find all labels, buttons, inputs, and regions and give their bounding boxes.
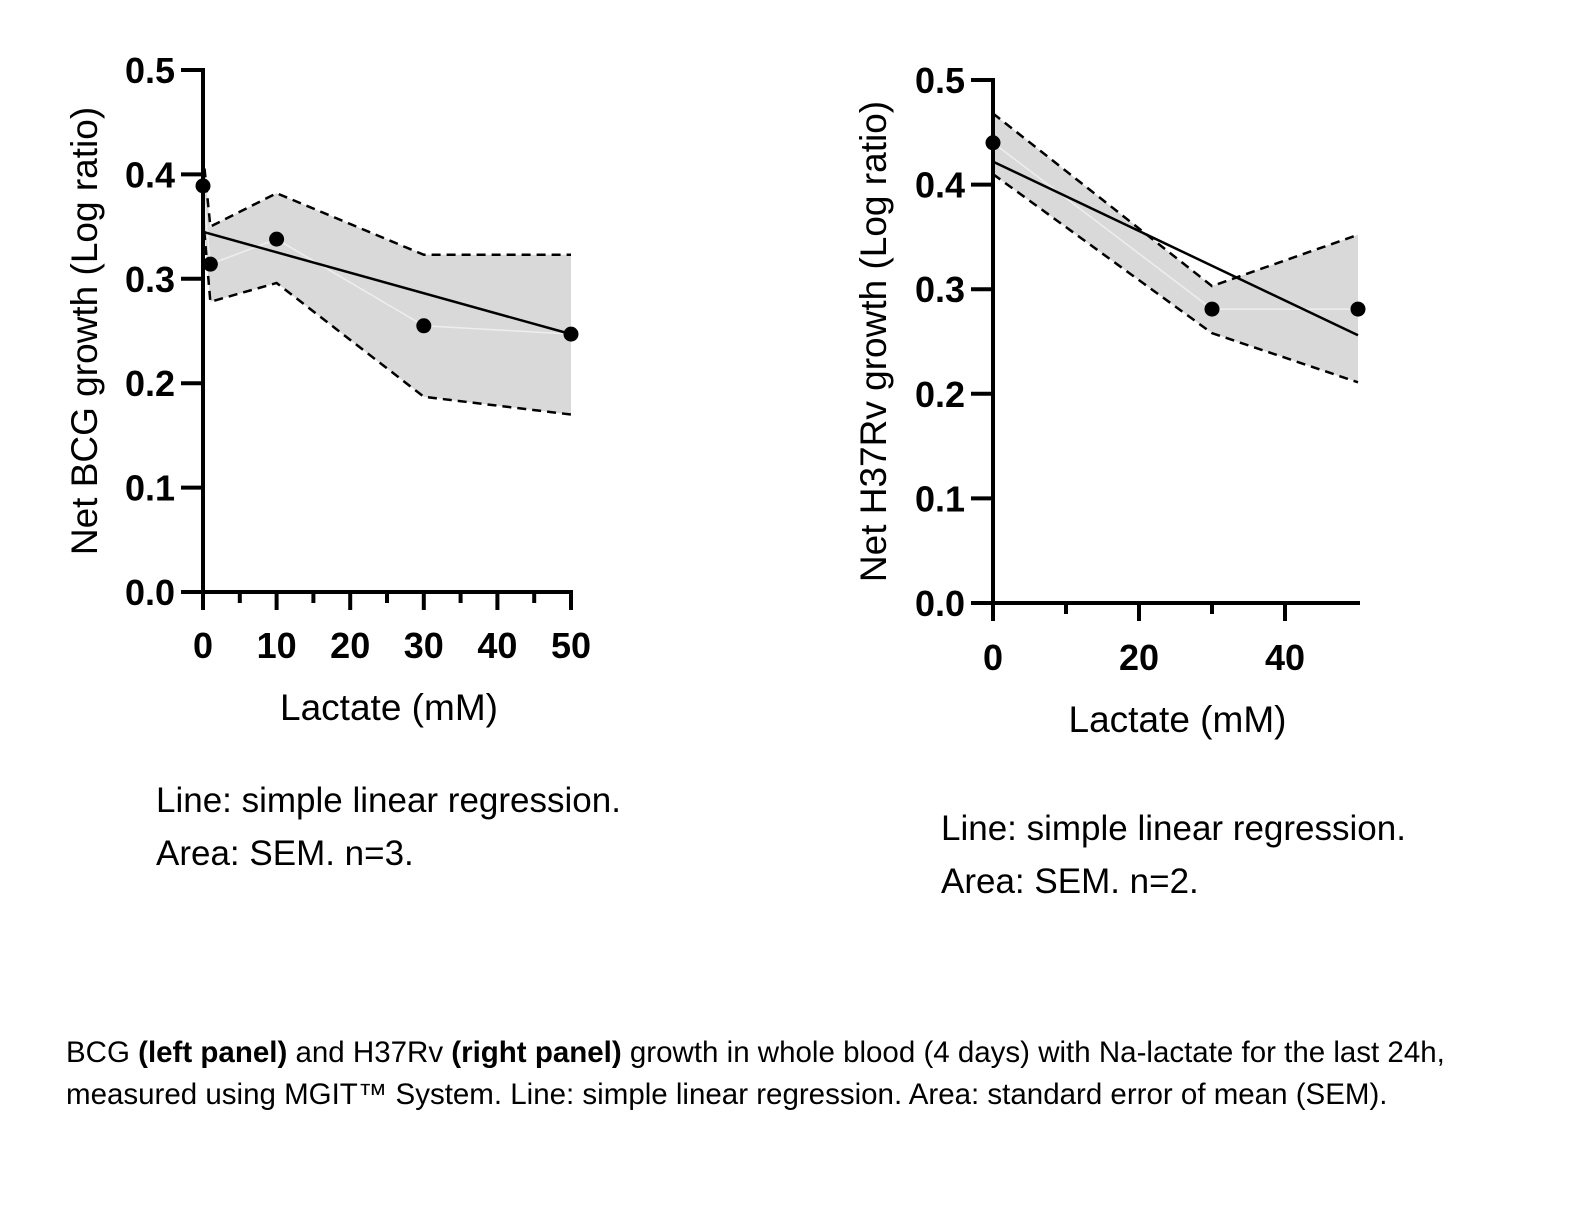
left-panel-chart: 0.0 0.1 0.2 0.3 0.4 0.5 0 10 20 30 40 50 Lactate (mM… (64, 50, 591, 728)
sem-upper-line (201, 153, 571, 257)
right-panel-note: Line: simple linear regression. Area: SE… (941, 802, 1406, 908)
caption-bold-left-panel: (left panel) (138, 1036, 288, 1069)
data-point (985, 135, 1001, 151)
x-axis-title: Lactate (mM) (280, 687, 498, 728)
x-axis-title: Lactate (mM) (1069, 699, 1287, 740)
y-tick-label: 0.4 (915, 165, 965, 206)
x-tick-label: 40 (477, 625, 517, 666)
sem-upper-line (992, 112, 1359, 288)
x-tick-label: 20 (1119, 637, 1159, 678)
y-tick-label: 0.5 (125, 50, 175, 91)
y-tick-label: 0.1 (915, 478, 965, 519)
data-point (416, 318, 432, 334)
y-tick-label: 0.0 (125, 572, 175, 613)
data-point (1204, 301, 1220, 317)
x-tick-label: 30 (404, 625, 444, 666)
data-point (202, 256, 218, 272)
caption-bold-right-panel: (right panel) (451, 1036, 622, 1069)
x-tick-label: 40 (1265, 637, 1305, 678)
y-tick-label: 0.3 (125, 259, 175, 300)
right-note-line-1: Line: simple linear regression. (941, 809, 1406, 848)
sem-area (993, 113, 1358, 383)
left-panel-note: Line: simple linear regression. Area: SE… (156, 774, 621, 880)
right-note-line-2: Area: SEM. n=2. (941, 862, 1199, 901)
figure-caption: BCG (left panel) and H37Rv (right panel)… (66, 1032, 1486, 1116)
y-tick-label: 0.3 (915, 269, 965, 310)
y-tick-label: 0.2 (125, 363, 175, 404)
sem-lower-line (201, 216, 572, 416)
x-tick-label: 20 (330, 625, 370, 666)
y-axis-title: Net BCG growth (Log ratio) (64, 107, 105, 555)
regression-line (992, 160, 1359, 337)
y-axis-title: Net H37Rv growth (Log ratio) (853, 101, 894, 582)
left-note-line-2: Area: SEM. n=3. (156, 834, 414, 873)
y-tick-label: 0.2 (915, 374, 965, 415)
y-tick-label: 0.5 (915, 60, 965, 101)
regression-line (202, 230, 572, 336)
y-tick-label: 0.4 (125, 154, 175, 195)
sem-lower-line (992, 173, 1359, 384)
data-point (1350, 301, 1366, 317)
data-point (195, 178, 211, 194)
x-tick-label: 0 (193, 625, 213, 666)
caption-text-3: growth in whole blood (4 days) with Na-l… (66, 1036, 1445, 1111)
data-point (269, 231, 285, 247)
x-tick-label: 0 (983, 637, 1003, 678)
y-tick-label: 0.0 (915, 583, 965, 624)
data-point (563, 326, 579, 342)
left-note-line-1: Line: simple linear regression. (156, 781, 621, 820)
caption-text-2: and H37Rv (287, 1036, 452, 1069)
x-tick-label: 10 (257, 625, 297, 666)
caption-text-1: BCG (66, 1036, 139, 1069)
y-tick-label: 0.1 (125, 468, 175, 509)
right-panel-chart: 0.0 0.1 0.2 0.3 0.4 0.5 0 20 40 Lactate (mM) Net H… (853, 60, 1366, 740)
x-tick-label: 50 (551, 625, 591, 666)
